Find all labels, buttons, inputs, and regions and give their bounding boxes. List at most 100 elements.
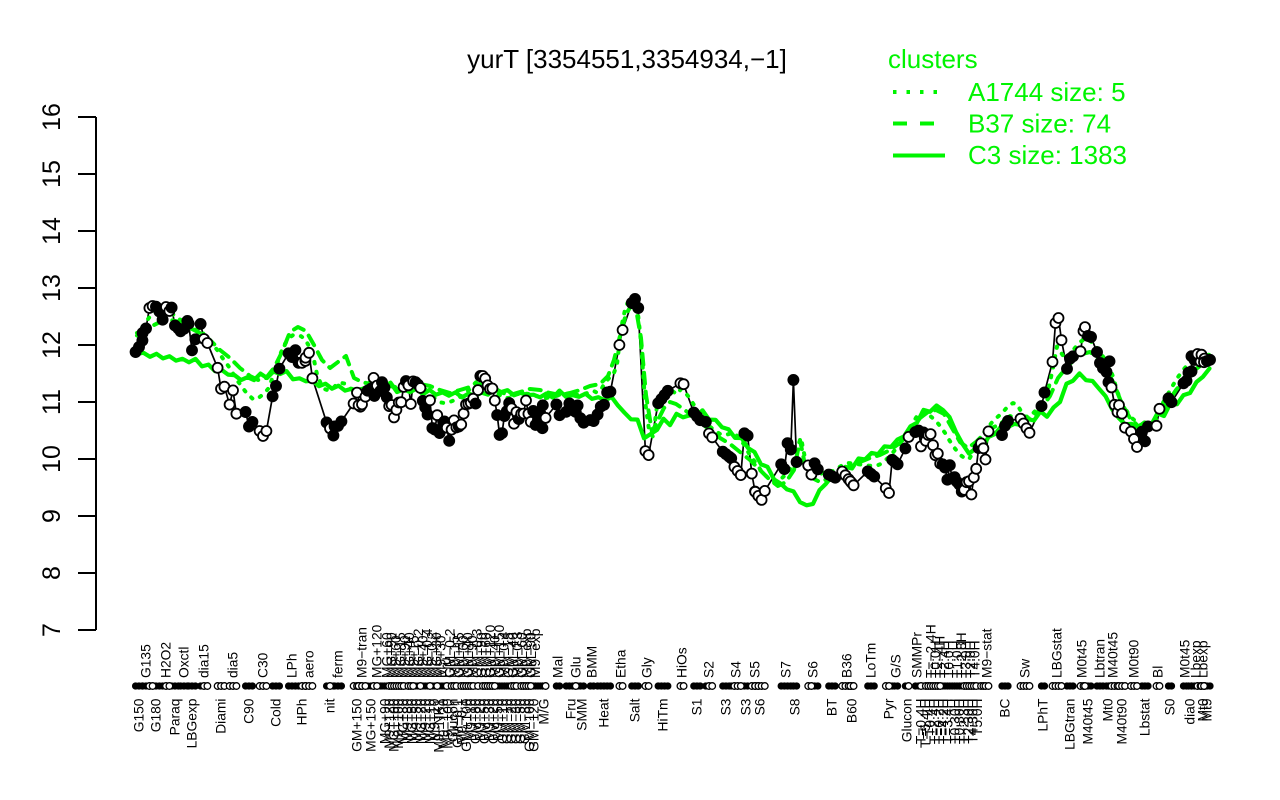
svg-text:13: 13 — [38, 274, 66, 302]
svg-text:M9+30: M9+30 — [434, 635, 449, 678]
svg-text:GM+150: GM+150 — [350, 698, 365, 752]
svg-text:GM−40: GM−40 — [506, 632, 521, 678]
svg-text:7: 7 — [38, 623, 66, 637]
svg-text:T1:0H: T1:0H — [950, 640, 965, 678]
svg-text:ferm: ferm — [331, 650, 346, 678]
svg-text:GM−50: GM−50 — [513, 698, 528, 744]
svg-text:T=0.4H: T=0.4H — [914, 699, 929, 745]
svg-text:Lbstat: Lbstat — [1138, 698, 1153, 736]
svg-text:15: 15 — [38, 160, 66, 188]
svg-text:M9+60: M9+60 — [389, 635, 404, 678]
svg-text:B37 size: 74: B37 size: 74 — [968, 109, 1111, 139]
svg-text:S6: S6 — [753, 698, 768, 715]
svg-text:T=5.4tH: T=5.4tH — [918, 699, 933, 748]
svg-text:LBGtran: LBGtran — [1063, 699, 1078, 750]
svg-text:S3: S3 — [719, 698, 734, 715]
svg-text:BT: BT — [825, 698, 840, 716]
svg-text:GM−80: GM−80 — [518, 698, 533, 744]
svg-text:BC: BC — [998, 698, 1013, 717]
svg-text:M0t45: M0t45 — [1178, 639, 1193, 678]
svg-text:T2:30H: T2:30H — [961, 699, 976, 744]
svg-text:Heat: Heat — [597, 698, 612, 727]
svg-text:9: 9 — [38, 509, 66, 523]
svg-text:Bl: Bl — [1151, 666, 1166, 678]
svg-text:LPh: LPh — [285, 653, 300, 678]
svg-text:M9−stat: M9−stat — [980, 628, 995, 678]
svg-text:M9−20: M9−20 — [473, 698, 488, 741]
svg-text:M40t45: M40t45 — [1106, 632, 1121, 678]
svg-text:Fru: Fru — [438, 657, 453, 678]
svg-text:T2:0H: T2:0H — [963, 640, 978, 678]
svg-text:GM+60: GM+60 — [479, 632, 494, 678]
svg-text:G180: G180 — [149, 698, 164, 732]
svg-text:12: 12 — [38, 331, 66, 359]
svg-text:M9−120: M9−120 — [436, 698, 451, 749]
svg-text:C3 size: 1383: C3 size: 1383 — [968, 140, 1127, 170]
svg-text:Etha: Etha — [614, 649, 629, 678]
svg-text:GM−0.1: GM−0.1 — [450, 699, 465, 748]
svg-text:GM−120: GM−120 — [527, 698, 542, 752]
svg-text:MG+90: MG+90 — [384, 632, 399, 678]
svg-text:MG+60: MG+60 — [380, 632, 395, 678]
svg-text:S6: S6 — [806, 661, 821, 678]
svg-text:M9−60: M9−60 — [456, 635, 471, 678]
svg-text:H2O2: H2O2 — [159, 642, 174, 678]
svg-text:T=4.2H: T=4.2H — [936, 699, 951, 745]
svg-text:HiTm: HiTm — [656, 699, 671, 732]
svg-text:HPh: HPh — [295, 699, 310, 726]
svg-text:M9−0.1: M9−0.1 — [455, 699, 470, 745]
svg-text:Oxctl: Oxctl — [177, 647, 192, 678]
svg-text:Lbtran: Lbtran — [1093, 639, 1108, 678]
svg-text:G135: G135 — [139, 644, 154, 678]
svg-text:dia0: dia0 — [1183, 698, 1198, 724]
svg-text:M9+100: M9+100 — [391, 698, 406, 749]
svg-text:M0t45: M0t45 — [1075, 639, 1090, 678]
svg-text:16: 16 — [38, 103, 66, 131]
svg-text:LPhT: LPhT — [1036, 698, 1051, 732]
svg-text:GM+100: GM+100 — [459, 698, 474, 752]
svg-text:T0.4H: T0.4H — [923, 699, 938, 737]
svg-text:Glucon: Glucon — [446, 699, 461, 743]
svg-text:GM+40: GM+40 — [461, 632, 476, 678]
svg-text:M9+10: M9+10 — [427, 698, 442, 741]
svg-text:MG+10: MG+10 — [423, 698, 438, 744]
svg-text:MG−0.4: MG−0.4 — [420, 628, 435, 678]
svg-text:GM−30: GM−30 — [509, 698, 524, 744]
svg-text:LBGexp: LBGexp — [185, 698, 200, 748]
svg-text:MG+90: MG+90 — [378, 698, 393, 744]
svg-text:M40t45: M40t45 — [1081, 698, 1096, 744]
svg-text:MG+50: MG+50 — [405, 698, 420, 744]
svg-text:GM+120: GM+120 — [483, 624, 498, 678]
svg-text:clusters: clusters — [888, 44, 978, 74]
svg-text:M9−100: M9−100 — [441, 698, 456, 749]
svg-text:LBGstat: LBGstat — [1050, 628, 1065, 678]
svg-text:A1744 size: 5: A1744 size: 5 — [968, 77, 1126, 107]
svg-text:Cold: Cold — [269, 699, 284, 727]
svg-text:M9−tran: M9−tran — [355, 627, 370, 678]
svg-text:Lbexp: Lbexp — [1196, 640, 1211, 678]
svg-text:MG+20: MG+20 — [414, 698, 429, 744]
svg-text:S5: S5 — [748, 661, 763, 678]
svg-text:GM−0.3: GM−0.3 — [470, 628, 485, 678]
svg-text:Mt9: Mt9 — [1200, 698, 1215, 721]
svg-text:M9−exp: M9−exp — [519, 628, 534, 678]
svg-text:M9−0.2: M9−0.2 — [425, 632, 440, 678]
svg-text:T=3.4H: T=3.4H — [941, 699, 956, 745]
svg-text:G/S: G/S — [889, 654, 904, 678]
svg-text:T−2.3H: T−2.3H — [957, 699, 972, 745]
svg-text:GM−15: GM−15 — [501, 632, 516, 678]
svg-text:T0:0H: T0:0H — [928, 640, 943, 678]
svg-text:HiOs: HiOs — [675, 647, 690, 678]
svg-text:M9−30: M9−30 — [482, 698, 497, 741]
svg-text:S1: S1 — [690, 699, 705, 716]
svg-text:MG+120: MG+120 — [370, 624, 385, 678]
svg-text:Sw: Sw — [1018, 659, 1033, 678]
svg-text:M9+120: M9+120 — [382, 698, 397, 749]
svg-text:Mt0: Mt0 — [1101, 698, 1116, 721]
svg-text:M40t90: M40t90 — [1115, 698, 1130, 744]
svg-text:SMMPr: SMMPr — [910, 632, 925, 678]
svg-text:Mal: Mal — [551, 656, 566, 678]
svg-text:GM+150: GM+150 — [492, 624, 507, 678]
svg-text:T0:30H: T0:30H — [952, 699, 967, 744]
svg-text:Lbexp: Lbexp — [1189, 640, 1204, 678]
